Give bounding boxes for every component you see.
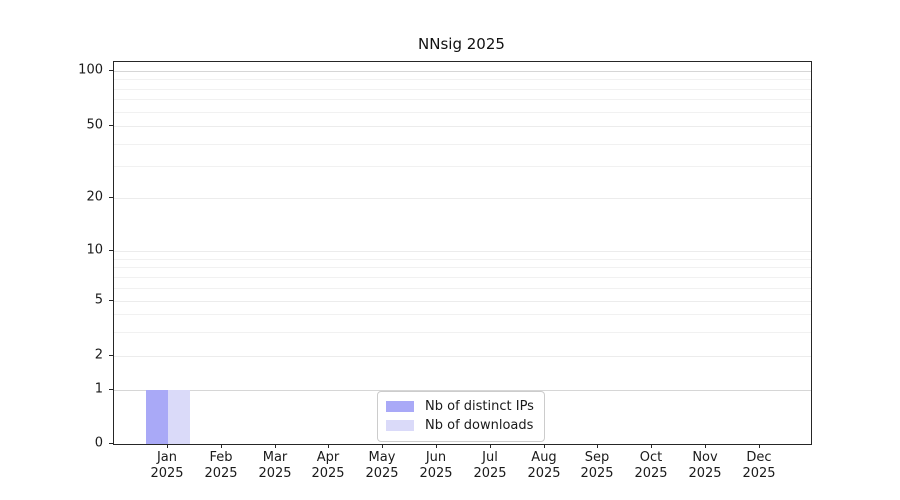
x-tick-label-oct: Oct 2025 [634, 450, 668, 481]
gridline-y-90 [114, 79, 811, 80]
y-tick-label-50: 50 [86, 117, 103, 133]
x-tick-label-dec: Dec 2025 [742, 450, 776, 481]
x-tick-mark-nov [705, 444, 706, 448]
chart-title: NNsig 2025 [418, 35, 505, 53]
gridline-y-70 [114, 99, 811, 100]
gridline-y-1 [114, 390, 811, 391]
x-axis: Jan 2025 Feb 2025 Mar 2025 Apr 2025 May 2025… [113, 444, 810, 494]
x-tick-label-may: May 2025 [365, 450, 399, 481]
gridline-y-7 [114, 277, 811, 278]
x-tick-mark-jun [436, 444, 437, 448]
y-tick-label-1: 1 [94, 381, 103, 397]
gridline-y-80 [114, 89, 811, 90]
gridline-y-8 [114, 267, 811, 268]
y-tick-label-20: 20 [86, 189, 103, 205]
y-tick-mark-50 [109, 125, 113, 126]
y-tick-label-100: 100 [78, 62, 103, 78]
y-tick-mark-2 [109, 355, 113, 356]
x-tick-label-jun: Jun 2025 [419, 450, 453, 481]
y-tick-mark-1 [109, 389, 113, 390]
legend: Nb of distinct IPs Nb of downloads [377, 391, 545, 442]
legend-swatch-distinct-ips [386, 401, 414, 412]
x-tick-mark-apr [328, 444, 329, 448]
y-tick-label-10: 10 [86, 242, 103, 258]
x-tick-mark-jul [490, 444, 491, 448]
x-tick-label-apr: Apr 2025 [311, 450, 345, 481]
x-tick-label-feb: Feb 2025 [204, 450, 238, 481]
gridline-y-50 [114, 126, 811, 127]
bar-jan-downloads [168, 390, 190, 444]
x-tick-label-aug: Aug 2025 [527, 450, 561, 481]
y-tick-label-2: 2 [94, 347, 103, 363]
x-tick-label-nov: Nov 2025 [688, 450, 722, 481]
x-tick-label-mar: Mar 2025 [258, 450, 292, 481]
x-tick-label-jul: Jul 2025 [473, 450, 507, 481]
x-tick-label-jan: Jan 2025 [150, 450, 184, 481]
y-tick-mark-20 [109, 197, 113, 198]
x-tick-mark-sep [597, 444, 598, 448]
gridline-y-30 [114, 166, 811, 167]
legend-label-downloads: Nb of downloads [425, 418, 534, 433]
legend-item-distinct-ips: Nb of distinct IPs [386, 397, 534, 416]
gridline-y-100 [114, 71, 811, 72]
y-tick-mark-0 [109, 443, 113, 444]
gridline-y-4 [114, 314, 811, 315]
x-tick-mark-dec [759, 444, 760, 448]
legend-label-distinct-ips: Nb of distinct IPs [425, 399, 534, 414]
x-tick-mark-mar [275, 444, 276, 448]
y-tick-mark-10 [109, 250, 113, 251]
legend-item-downloads: Nb of downloads [386, 416, 534, 435]
gridline-y-40 [114, 144, 811, 145]
x-tick-mark-aug [544, 444, 545, 448]
gridline-y-3 [114, 332, 811, 333]
y-axis: 0 1 2 5 10 20 50 100 [0, 61, 113, 451]
x-tick-label-sep: Sep 2025 [580, 450, 614, 481]
x-tick-mark-feb [221, 444, 222, 448]
gridline-y-5 [114, 301, 811, 302]
gridline-y-20 [114, 198, 811, 199]
y-tick-label-0: 0 [94, 435, 103, 451]
bars-layer [114, 62, 811, 444]
bar-jan-distinct-ips [146, 390, 168, 444]
gridline-y-60 [114, 112, 811, 113]
y-tick-label-5: 5 [94, 292, 103, 308]
y-tick-mark-5 [109, 300, 113, 301]
gridline-y-10 [114, 251, 811, 252]
x-tick-mark-jan [167, 444, 168, 448]
y-tick-mark-100 [109, 70, 113, 71]
x-tick-mark-may [382, 444, 383, 448]
gridline-y-6 [114, 288, 811, 289]
legend-swatch-downloads [386, 420, 414, 431]
plot-area: Nb of distinct IPs Nb of downloads [113, 61, 812, 445]
x-tick-mark-oct [651, 444, 652, 448]
gridlines-layer [114, 62, 811, 444]
gridline-y-2 [114, 356, 811, 357]
gridline-y-9 [114, 259, 811, 260]
